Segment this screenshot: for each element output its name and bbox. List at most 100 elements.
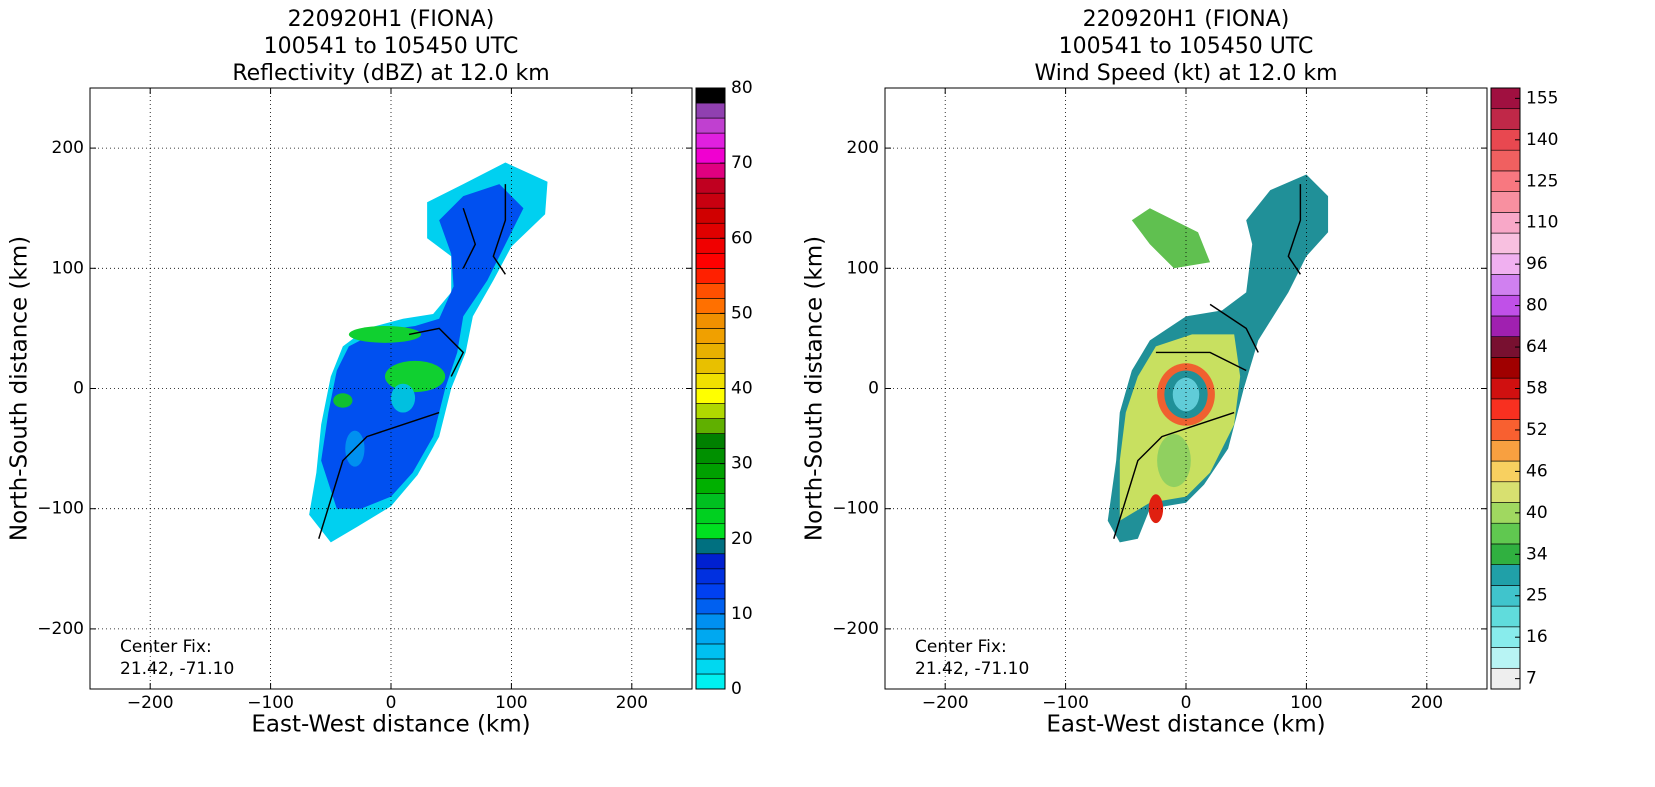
colorbar-box [695,222,726,239]
colorbar-box [695,628,726,645]
colorbar-box [695,418,726,434]
colorbar-box [695,373,726,389]
colorbar-box [695,658,726,675]
x-tick-label: −100 [247,693,294,713]
colorbar-box [695,673,726,690]
colorbar-box [695,298,726,314]
colorbar-box [695,267,726,284]
y-tick-label: −200 [37,619,84,639]
colorbar-tick-label: 140 [1526,130,1558,150]
colorbar-box [695,568,726,585]
y-tick-label: 100 [52,258,84,278]
colorbar-box [695,403,726,419]
colorbar-tick-label: 64 [1526,337,1548,357]
axes-frame [89,87,693,690]
colorbar-tick-label: 46 [1526,461,1548,481]
colorbar-tick-label: 25 [1526,586,1548,606]
chart-title: 100541 to 105450 UTC [264,34,519,59]
colorbar-tick-label: 155 [1526,88,1558,108]
chart-title: Wind Speed (kt) at 12.0 km [1034,61,1337,86]
chart-title: 220920H1 (FIONA) [1083,7,1290,32]
chart-title: 100541 to 105450 UTC [1059,34,1314,59]
colorbar-box [695,508,726,525]
annotation: Center Fix: [120,637,212,657]
colorbar-tick-label: 0 [731,679,742,699]
x-tick-label: 0 [1181,693,1192,713]
colorbar-box [1490,232,1521,255]
colorbar-box [695,478,726,494]
x-tick-label: 200 [616,693,648,713]
colorbar-box [1490,149,1521,172]
x-axis-label: East-West distance (km) [251,712,530,738]
colorbar-box [695,493,726,509]
wind-speed-field [1107,174,1329,543]
x-tick-label: 100 [495,693,527,713]
colorbar-tick-label: 96 [1526,254,1548,274]
colorbar-box [1490,191,1521,213]
colorbar-tick-label: 58 [1526,379,1548,399]
x-tick-label: 200 [1411,693,1443,713]
colorbar-box [695,313,726,329]
colorbar-box [1490,108,1521,130]
x-tick-label: −200 [127,693,174,713]
annotation: 21.42, -71.10 [120,659,234,679]
colorbar-box [695,358,726,374]
colorbar-tick-label: 10 [731,604,753,624]
colorbar-tick-label: 7 [1526,669,1537,689]
colorbar-box [1490,481,1521,503]
x-axis-label: East-West distance (km) [1046,712,1325,738]
colorbar-box [695,598,726,615]
colorbar-box [695,343,726,359]
y-axis-label: North-South distance (km) [802,236,828,541]
colorbar-box [695,102,726,119]
colorbar-box [695,207,726,224]
axes-frame [884,87,1488,690]
colorbar-box [695,523,726,540]
colorbar-box [695,192,726,209]
colorbar-box [695,613,726,630]
colorbar-box [695,538,726,555]
colorbar-box [695,448,726,464]
colorbar-tick-label: 16 [1526,627,1548,647]
colorbar-tick-label: 20 [731,529,753,549]
colorbar-box [1490,357,1521,379]
x-tick-label: 0 [386,693,397,713]
y-tick-label: 0 [73,379,84,399]
colorbar-box [695,117,726,134]
colorbar-tick-label: 110 [1526,213,1558,233]
colorbar-box [695,162,726,179]
x-tick-label: −100 [1042,693,1089,713]
colorbar-box [695,132,726,149]
colorbar-tick-label: 70 [731,153,753,173]
chart-title: 220920H1 (FIONA) [288,7,495,32]
colorbar-box [1490,564,1521,586]
y-tick-label: 200 [847,138,879,158]
y-axis-label: North-South distance (km) [7,236,33,541]
colorbar-tick-label: 50 [731,303,753,323]
colorbar-box [695,583,726,600]
y-tick-label: −100 [832,499,879,519]
colorbar-box [1490,522,1521,545]
colorbar-tick-label: 40 [1526,503,1548,523]
y-tick-label: 100 [847,258,879,278]
y-tick-label: 0 [868,379,879,399]
x-tick-label: −200 [922,693,969,713]
y-tick-label: 200 [52,138,84,158]
colorbar-box [695,388,726,404]
colorbar-box [695,433,726,449]
colorbar-tick-label: 80 [731,78,753,98]
colorbar-box [1490,647,1521,669]
colorbar-tick-label: 80 [1526,296,1548,316]
chart-title: Reflectivity (dBZ) at 12.0 km [232,61,549,86]
colorbar-tick-label: 30 [731,454,753,474]
colorbar-box [695,87,726,104]
colorbar-tick-label: 52 [1526,420,1548,440]
colorbar-box [695,328,726,344]
annotation: Center Fix: [915,637,1007,657]
colorbar-box [1490,605,1521,628]
colorbar-box [695,283,726,299]
annotation: 21.42, -71.10 [915,659,1029,679]
colorbar-box [695,463,726,479]
y-tick-label: −200 [832,619,879,639]
